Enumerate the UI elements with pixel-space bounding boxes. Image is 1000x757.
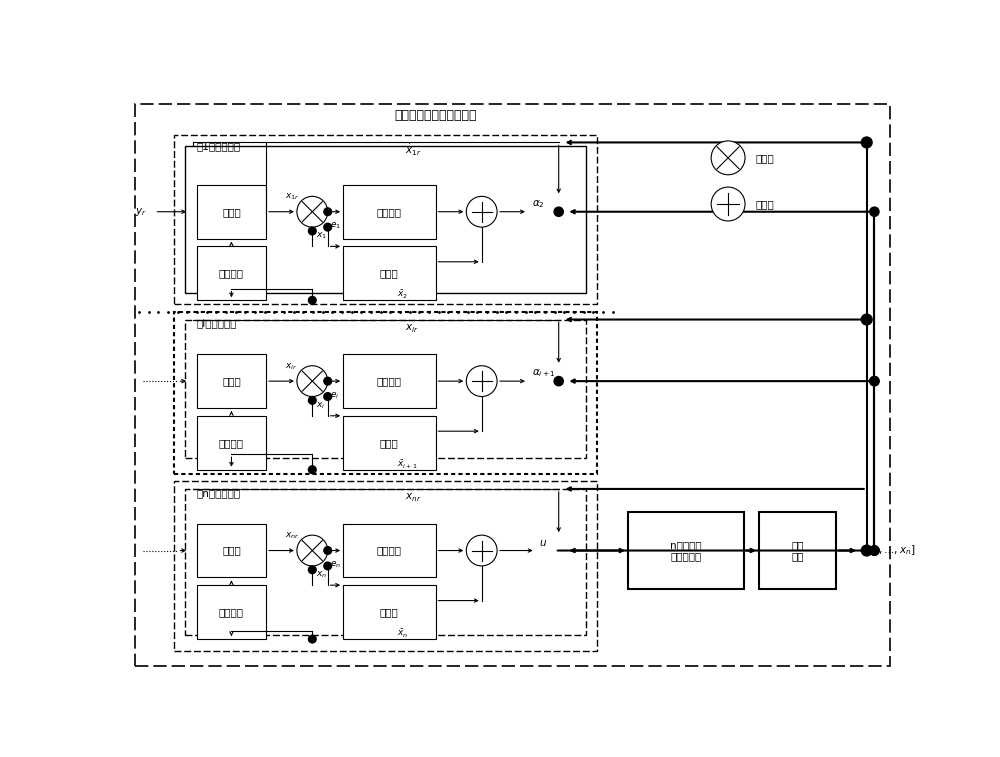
- Text: $\bar{x}_n$: $\bar{x}_n$: [397, 628, 408, 640]
- Text: $x_i$: $x_i$: [316, 400, 325, 411]
- Circle shape: [861, 545, 872, 556]
- Circle shape: [861, 314, 872, 325]
- Circle shape: [554, 376, 563, 386]
- Circle shape: [466, 535, 497, 566]
- Text: 求和器: 求和器: [755, 199, 774, 209]
- Circle shape: [308, 227, 316, 235]
- Text: $\dot{x}_{ir}$: $\dot{x}_{ir}$: [405, 319, 419, 335]
- Text: 误差反馈: 误差反馈: [219, 438, 244, 447]
- Circle shape: [308, 297, 316, 304]
- Text: 线性控制: 线性控制: [377, 376, 402, 386]
- Text: $\alpha_{i+1}$: $\alpha_{i+1}$: [532, 368, 556, 379]
- Circle shape: [466, 366, 497, 397]
- Circle shape: [297, 196, 328, 227]
- Text: $x_{ir}$: $x_{ir}$: [285, 361, 298, 372]
- Text: $\dot{x}_{1r}$: $\dot{x}_{1r}$: [405, 142, 421, 157]
- Text: 第i级子控制器: 第i级子控制器: [197, 319, 237, 329]
- Text: $\dot{x}_{nr}$: $\dot{x}_{nr}$: [405, 489, 421, 504]
- Text: 测量
机构: 测量 机构: [791, 540, 804, 562]
- Circle shape: [297, 535, 328, 566]
- Bar: [343, 354, 436, 408]
- Text: $x_{nr}$: $x_{nr}$: [285, 531, 300, 541]
- Text: $x_n$: $x_n$: [316, 570, 327, 581]
- Circle shape: [308, 566, 316, 574]
- Text: $u$: $u$: [539, 537, 548, 548]
- Bar: [174, 312, 597, 474]
- Text: 一种自适应动态面控制器: 一种自适应动态面控制器: [394, 109, 477, 122]
- Circle shape: [870, 546, 879, 555]
- Circle shape: [861, 137, 872, 148]
- Text: 误差反馈: 误差反馈: [219, 268, 244, 279]
- Text: $e_1$: $e_1$: [330, 221, 341, 232]
- Bar: [185, 489, 586, 635]
- Bar: [343, 524, 436, 578]
- Circle shape: [870, 546, 879, 555]
- Text: $y_r$: $y_r$: [135, 206, 147, 218]
- Circle shape: [324, 223, 332, 231]
- Circle shape: [324, 393, 332, 400]
- Text: 滤波器: 滤波器: [222, 207, 241, 217]
- Circle shape: [308, 397, 316, 404]
- Text: 滤波器: 滤波器: [222, 376, 241, 386]
- Text: 误差反馈: 误差反馈: [219, 607, 244, 617]
- Text: n阶不确定
非线性系统: n阶不确定 非线性系统: [670, 540, 702, 562]
- Circle shape: [297, 366, 328, 397]
- Circle shape: [554, 207, 563, 217]
- Bar: [174, 135, 597, 304]
- Circle shape: [308, 635, 316, 643]
- Circle shape: [308, 466, 316, 474]
- Circle shape: [870, 376, 879, 386]
- Bar: [174, 481, 597, 650]
- Circle shape: [324, 547, 332, 554]
- Bar: [343, 585, 436, 639]
- Bar: [197, 416, 266, 469]
- Text: $\bar{x}_{i+1}$: $\bar{x}_{i+1}$: [397, 458, 418, 471]
- Circle shape: [466, 196, 497, 227]
- Bar: [343, 185, 436, 238]
- Text: 逃近器: 逃近器: [380, 268, 399, 279]
- Circle shape: [324, 562, 332, 570]
- Circle shape: [324, 377, 332, 385]
- Text: $x_1$: $x_1$: [316, 231, 327, 241]
- Bar: [343, 416, 436, 469]
- Text: 线性控制: 线性控制: [377, 546, 402, 556]
- Circle shape: [711, 187, 745, 221]
- Text: 第1级子控制器: 第1级子控制器: [197, 142, 241, 151]
- Text: 逃近器: 逃近器: [380, 438, 399, 447]
- Circle shape: [870, 546, 879, 555]
- Text: $[x_1,\ldots,x_n]$: $[x_1,\ldots,x_n]$: [863, 544, 915, 557]
- Circle shape: [870, 376, 879, 386]
- Text: $\alpha_2$: $\alpha_2$: [532, 198, 544, 210]
- Bar: [197, 354, 266, 408]
- Bar: [197, 585, 266, 639]
- Text: $e_i$: $e_i$: [330, 391, 339, 401]
- Text: $x_{1r}$: $x_{1r}$: [285, 192, 300, 202]
- Bar: [197, 246, 266, 301]
- Circle shape: [711, 141, 745, 175]
- Bar: [343, 246, 436, 301]
- Circle shape: [324, 208, 332, 216]
- Text: $\bar{x}_2$: $\bar{x}_2$: [397, 288, 408, 301]
- Text: $e_n$: $e_n$: [330, 559, 341, 570]
- Text: 第n级子控制器: 第n级子控制器: [197, 488, 241, 498]
- Bar: [628, 512, 744, 589]
- Bar: [197, 185, 266, 238]
- Text: 线性控制: 线性控制: [377, 207, 402, 217]
- Bar: [185, 146, 586, 292]
- Bar: [185, 319, 586, 458]
- Bar: [759, 512, 836, 589]
- Text: 逃近器: 逃近器: [380, 607, 399, 617]
- Circle shape: [870, 207, 879, 217]
- Text: 比较器: 比较器: [755, 153, 774, 163]
- Bar: [197, 524, 266, 578]
- Text: 滤波器: 滤波器: [222, 546, 241, 556]
